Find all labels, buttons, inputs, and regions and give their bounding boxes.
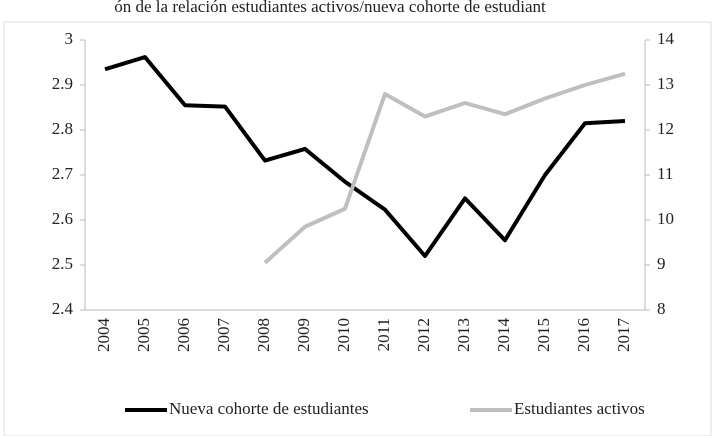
chart-title: ón de la relación estudiantes activos/nu… bbox=[114, 0, 546, 16]
y2-tick-label: 8 bbox=[657, 299, 666, 318]
y-tick-label: 2.6 bbox=[52, 209, 73, 228]
x-tick-label: 2007 bbox=[214, 318, 233, 353]
series-line bbox=[263, 71, 626, 265]
x-tick-label: 2005 bbox=[134, 318, 153, 352]
x-tick-label: 2012 bbox=[414, 318, 433, 352]
legend-label: Nueva cohorte de estudiantes bbox=[169, 399, 369, 418]
x-tick-label: 2015 bbox=[534, 318, 553, 352]
x-tick-label: 2017 bbox=[614, 318, 633, 353]
y2-tick-label: 13 bbox=[657, 74, 674, 93]
y-tick-label: 2.5 bbox=[52, 254, 73, 273]
x-tick-label: 2006 bbox=[174, 318, 193, 352]
y-tick-label: 2.9 bbox=[52, 74, 73, 93]
x-tick-label: 2004 bbox=[94, 318, 113, 353]
x-tick-label: 2011 bbox=[374, 318, 393, 351]
frame bbox=[3, 21, 712, 436]
y-tick-label: 2.7 bbox=[52, 164, 74, 183]
x-tick-label: 2016 bbox=[574, 318, 593, 352]
y-tick-label: 2.8 bbox=[52, 119, 73, 138]
x-tick-label: 2013 bbox=[454, 318, 473, 352]
y2-tick-label: 10 bbox=[657, 209, 674, 228]
y-tick-label: 3 bbox=[65, 29, 74, 48]
legend-label: Estudiantes activos bbox=[514, 399, 645, 418]
y2-tick-label: 14 bbox=[657, 29, 675, 48]
y2-tick-label: 9 bbox=[657, 254, 666, 273]
x-tick-label: 2009 bbox=[294, 318, 313, 352]
y2-tick-label: 12 bbox=[657, 119, 674, 138]
x-tick-label: 2014 bbox=[494, 318, 513, 353]
x-tick-label: 2010 bbox=[334, 318, 353, 352]
y-tick-label: 2.4 bbox=[52, 299, 74, 318]
x-tick-label: 2008 bbox=[254, 318, 273, 352]
series-line bbox=[104, 55, 626, 258]
y2-tick-label: 11 bbox=[657, 164, 673, 183]
